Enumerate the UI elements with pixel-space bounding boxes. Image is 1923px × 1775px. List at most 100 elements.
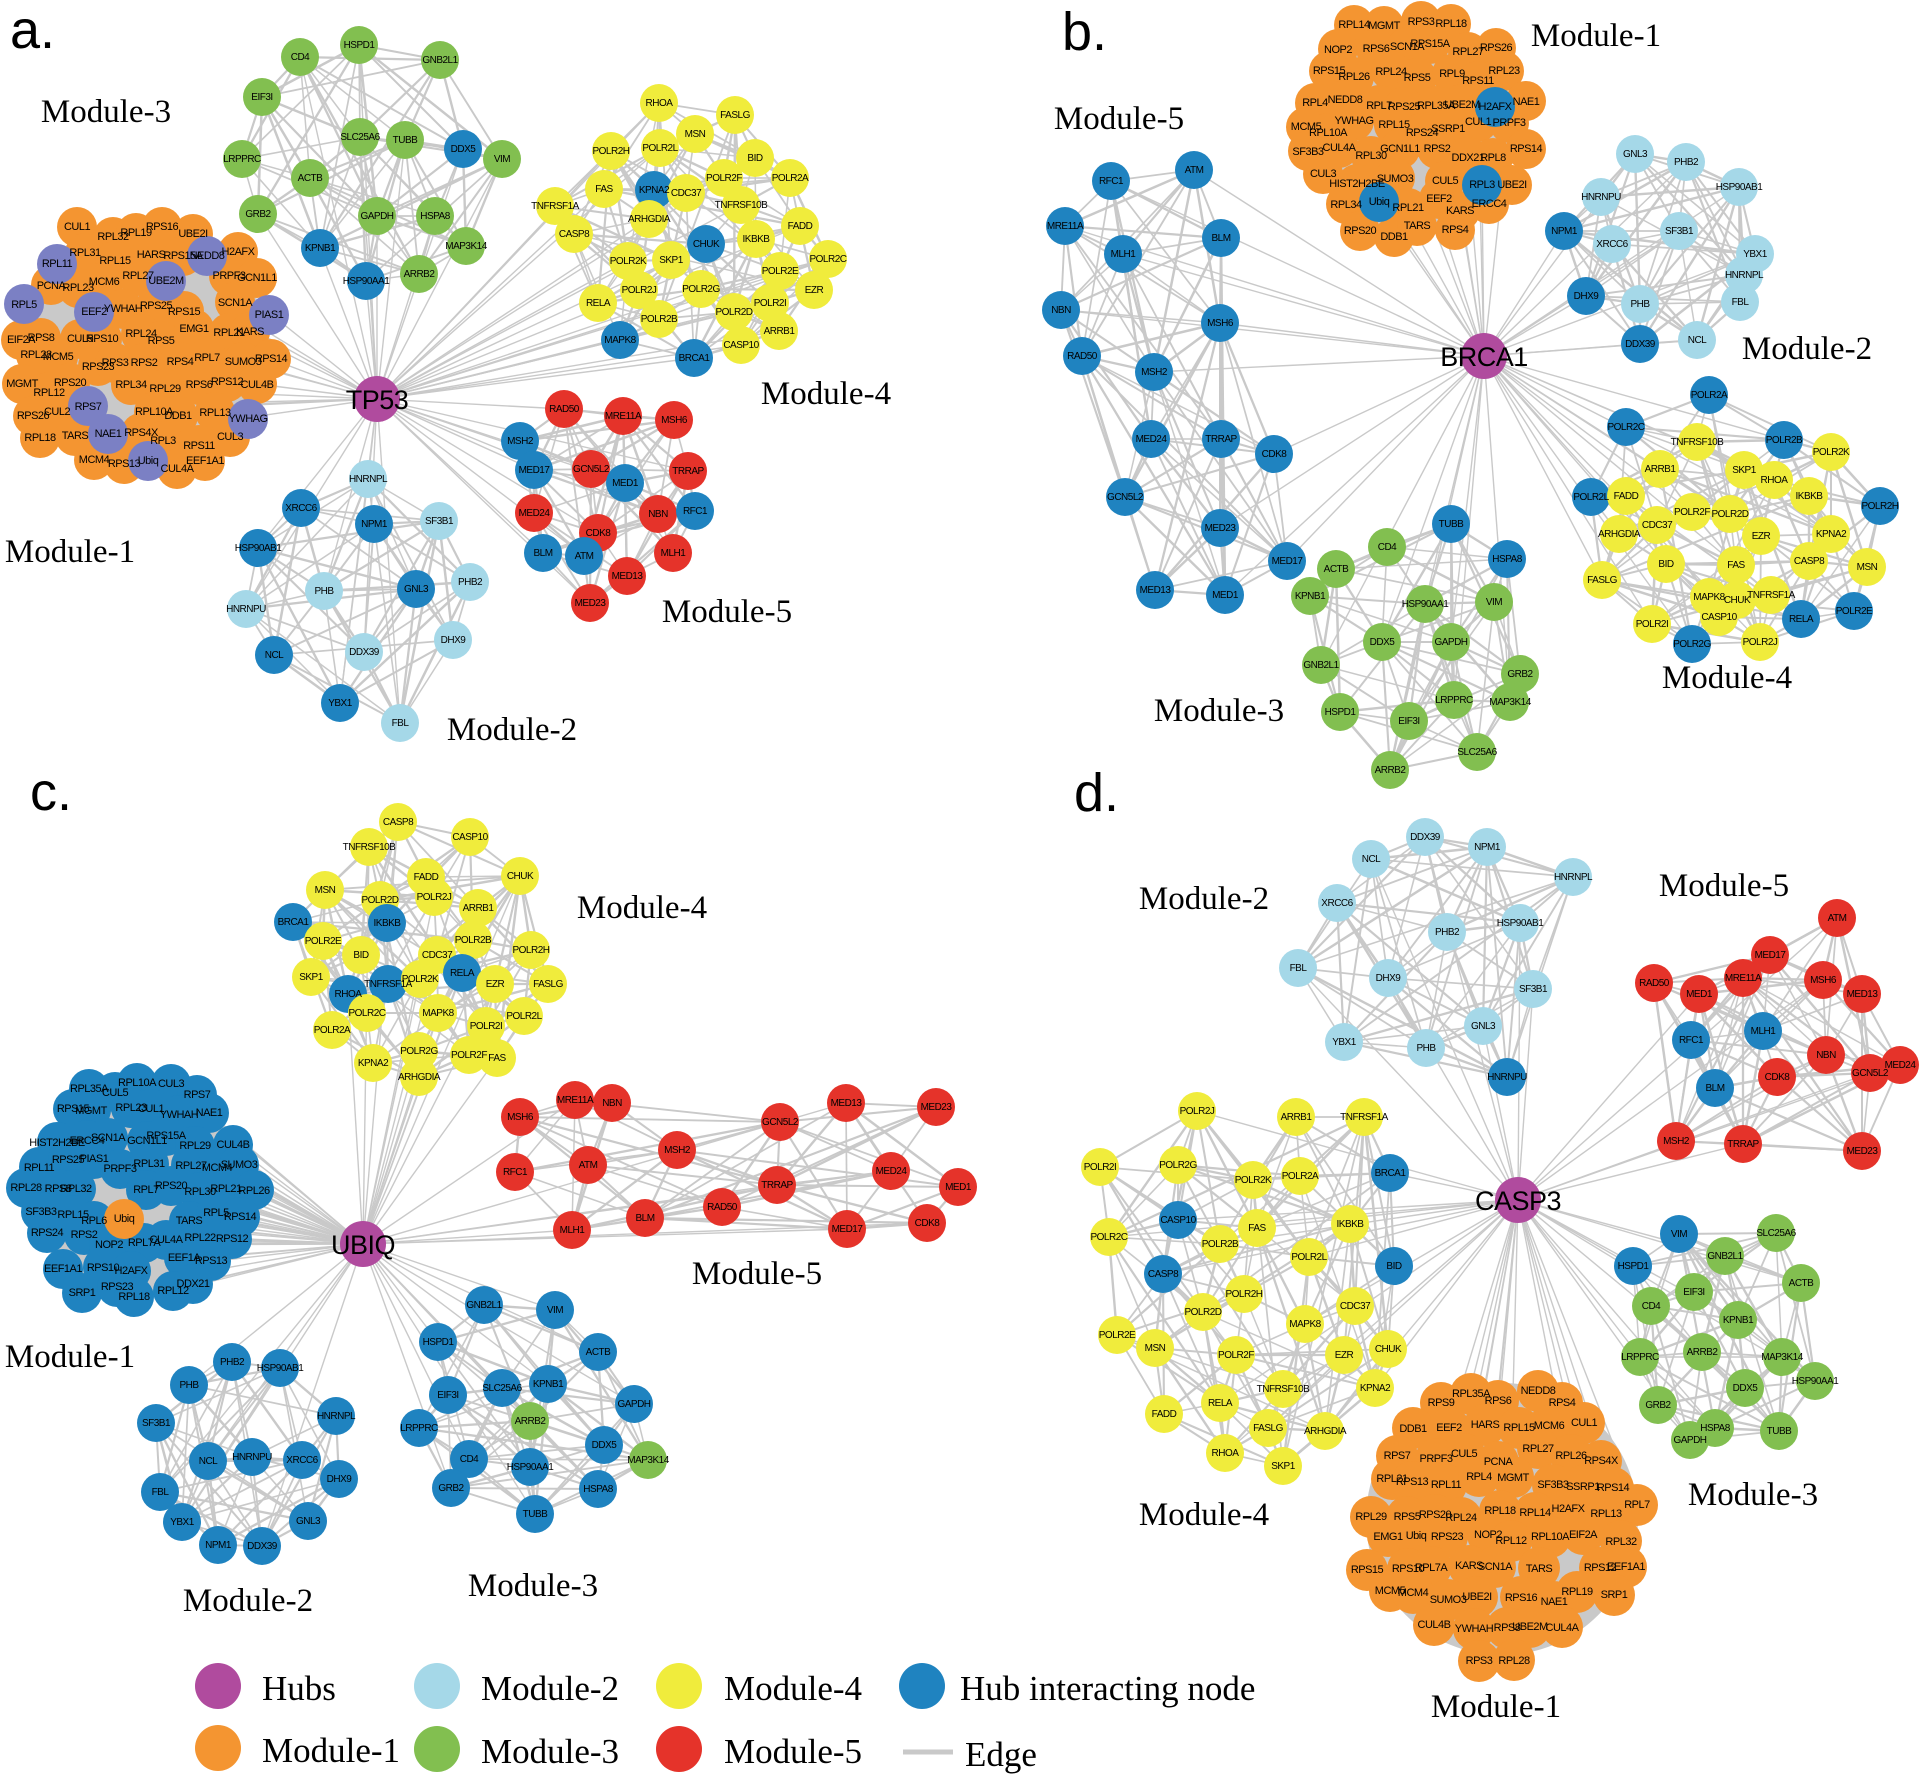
svg-text:PHB: PHB (179, 1380, 199, 1391)
svg-text:NEDD8: NEDD8 (190, 250, 225, 262)
svg-text:POLR2D: POLR2D (1184, 1307, 1221, 1318)
svg-text:CDC37: CDC37 (1340, 1301, 1371, 1312)
svg-text:CUL2: CUL2 (44, 406, 71, 418)
svg-text:MCM5: MCM5 (43, 351, 74, 363)
svg-text:DDX5: DDX5 (1370, 637, 1396, 648)
svg-text:NCL: NCL (1688, 335, 1707, 346)
svg-text:POLR2E: POLR2E (305, 936, 342, 947)
svg-text:TNFRSF1A: TNFRSF1A (1340, 1112, 1389, 1123)
svg-text:MSN: MSN (315, 885, 336, 896)
svg-text:RPL31: RPL31 (133, 1158, 165, 1170)
svg-text:DHX9: DHX9 (327, 1474, 353, 1485)
svg-text:POLR2F: POLR2F (1674, 507, 1710, 518)
svg-text:HARS: HARS (1471, 1419, 1500, 1431)
svg-text:MCM5: MCM5 (1375, 1585, 1406, 1597)
svg-text:ARRB2: ARRB2 (404, 269, 436, 280)
svg-text:RPS3: RPS3 (1466, 1655, 1493, 1667)
svg-text:POLR2C: POLR2C (1607, 422, 1644, 433)
svg-text:SCN1A: SCN1A (91, 1132, 126, 1144)
svg-text:SLC25A6: SLC25A6 (1756, 1228, 1796, 1239)
svg-text:RPS7: RPS7 (1384, 1450, 1411, 1462)
svg-text:CDK8: CDK8 (915, 1218, 941, 1229)
svg-text:HIST2H2BE: HIST2H2BE (1329, 178, 1385, 190)
svg-text:SF3B3: SF3B3 (1537, 1479, 1569, 1491)
svg-text:RPS12: RPS12 (1584, 1562, 1617, 1574)
svg-text:POLR2E: POLR2E (762, 266, 799, 277)
svg-text:DDX39: DDX39 (1410, 832, 1441, 843)
svg-text:Module-3: Module-3 (1154, 693, 1284, 729)
svg-text:RPL26: RPL26 (238, 1185, 270, 1197)
svg-text:Module-2: Module-2 (447, 712, 577, 748)
svg-text:TARS: TARS (176, 1215, 203, 1227)
svg-text:RAD50: RAD50 (1639, 978, 1670, 989)
svg-text:DDX39: DDX39 (1625, 339, 1656, 350)
svg-text:RPL13: RPL13 (199, 407, 231, 419)
svg-text:PRPF3: PRPF3 (213, 270, 246, 282)
svg-text:FASLG: FASLG (720, 110, 750, 121)
svg-text:POLR2L: POLR2L (506, 1011, 542, 1022)
svg-text:MED1: MED1 (612, 478, 639, 489)
svg-text:FAS: FAS (488, 1053, 506, 1064)
svg-text:CDC37: CDC37 (422, 950, 453, 961)
svg-text:RPS23: RPS23 (101, 1281, 134, 1293)
svg-text:RPL23: RPL23 (62, 282, 94, 294)
svg-text:TNFRSF1A: TNFRSF1A (1747, 590, 1796, 601)
svg-text:BLM: BLM (1705, 1083, 1724, 1094)
svg-text:RPS2: RPS2 (71, 1229, 98, 1241)
svg-text:CASP10: CASP10 (1160, 1215, 1196, 1226)
svg-text:Module-4: Module-4 (724, 1669, 862, 1708)
svg-text:RPL7A: RPL7A (128, 1237, 162, 1249)
svg-text:MED1: MED1 (1212, 590, 1239, 601)
svg-text:ARRB1: ARRB1 (463, 903, 495, 914)
svg-text:HNRNPU: HNRNPU (1581, 192, 1621, 203)
svg-text:MAP3K14: MAP3K14 (1489, 697, 1531, 708)
svg-text:SLC25A6: SLC25A6 (1457, 747, 1497, 758)
svg-text:EMG1: EMG1 (179, 323, 209, 335)
svg-text:POLR2L: POLR2L (1291, 1252, 1327, 1263)
svg-text:RPL14: RPL14 (1338, 19, 1370, 31)
svg-text:FAS: FAS (595, 184, 613, 195)
svg-text:CUL5: CUL5 (1432, 175, 1459, 187)
svg-text:SKP1: SKP1 (1271, 1461, 1296, 1472)
svg-text:NEDD8: NEDD8 (1521, 1385, 1556, 1397)
svg-text:POLR2H: POLR2H (592, 146, 629, 157)
svg-text:HNRNPU: HNRNPU (226, 604, 266, 615)
svg-text:NBN: NBN (602, 1098, 622, 1109)
svg-text:ARRB2: ARRB2 (1375, 765, 1407, 776)
svg-text:LRPPRC: LRPPRC (223, 154, 261, 165)
svg-text:RPS3: RPS3 (1408, 16, 1435, 28)
svg-text:HSP90AA1: HSP90AA1 (343, 276, 391, 287)
svg-text:BLM: BLM (1211, 233, 1230, 244)
svg-text:HNRNPL: HNRNPL (1554, 872, 1593, 883)
svg-text:MAPK8: MAPK8 (1693, 592, 1725, 603)
svg-text:MED24: MED24 (519, 508, 551, 519)
svg-text:RPL12: RPL12 (33, 387, 65, 399)
svg-text:POLR2D: POLR2D (715, 307, 752, 318)
svg-text:CHUK: CHUK (1375, 1344, 1402, 1355)
svg-text:CUL1: CUL1 (1465, 116, 1492, 128)
svg-text:MED23: MED23 (1205, 523, 1237, 534)
svg-text:PRPF3: PRPF3 (104, 1163, 137, 1175)
svg-text:RPS14: RPS14 (224, 1211, 257, 1223)
svg-text:GAPDH: GAPDH (1673, 1435, 1706, 1446)
svg-text:CUL1: CUL1 (1571, 1417, 1598, 1429)
svg-text:UBE2I: UBE2I (1462, 1591, 1492, 1603)
svg-text:CD4: CD4 (460, 1454, 479, 1465)
svg-text:RPS25: RPS25 (1388, 101, 1421, 113)
svg-text:MSN: MSN (1145, 1343, 1166, 1354)
svg-text:RPL21: RPL21 (213, 327, 245, 339)
svg-text:RPS2: RPS2 (131, 357, 158, 369)
svg-text:RPL26: RPL26 (1338, 71, 1370, 83)
svg-text:Ubiq: Ubiq (138, 455, 159, 467)
svg-text:RPL3: RPL3 (1469, 179, 1495, 191)
svg-text:TRRAP: TRRAP (672, 466, 704, 477)
svg-text:MCM4: MCM4 (1398, 1587, 1429, 1599)
svg-text:Module-4: Module-4 (577, 890, 707, 926)
svg-text:BID: BID (747, 153, 762, 164)
svg-text:RPS4: RPS4 (167, 356, 194, 368)
svg-text:DDX5: DDX5 (1733, 1383, 1759, 1394)
svg-text:GNL3: GNL3 (1471, 1021, 1496, 1032)
svg-text:H2AFX: H2AFX (115, 1265, 149, 1277)
svg-text:XRCC6: XRCC6 (286, 1455, 318, 1466)
svg-text:HSP90AA1: HSP90AA1 (1402, 599, 1450, 610)
